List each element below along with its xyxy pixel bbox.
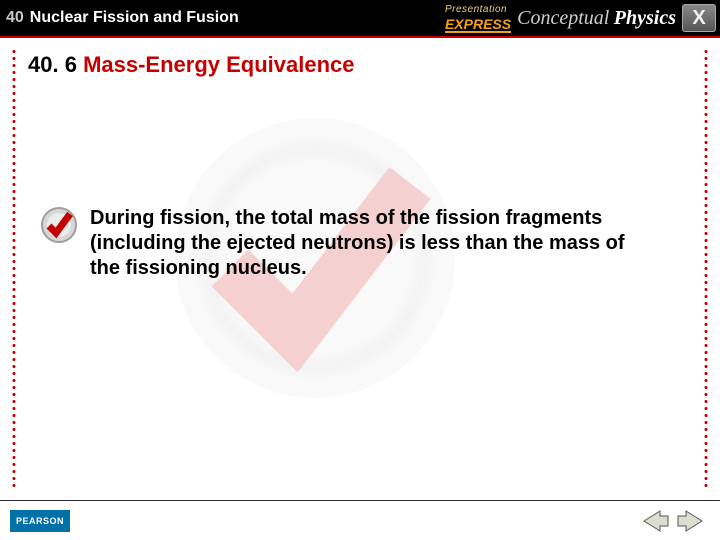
brand-conceptual-label: Conceptual [517,7,609,29]
nav-arrows [640,508,706,534]
section-number: 40. 6 [28,52,77,77]
pearson-logo: PEARSON [10,510,70,532]
brand-left: Presentation EXPRESS [445,4,511,33]
brand-physics-label: Physics [614,7,676,29]
section-heading: 40. 6 Mass-Energy Equivalence [28,52,355,78]
next-button[interactable] [676,508,706,534]
close-button[interactable]: X [682,4,716,32]
slide-content: 40. 6 Mass-Energy Equivalence During fis… [0,38,720,500]
header-bar: 40 Nuclear Fission and Fusion Presentati… [0,0,720,36]
slide-body-text: During fission, the total mass of the fi… [90,206,650,281]
brand-block: Presentation EXPRESS Conceptual Physics [445,0,676,36]
chapter-title: Nuclear Fission and Fusion [24,9,239,27]
prev-button[interactable] [640,508,670,534]
dotted-border-right [704,48,708,490]
footer-bar: PEARSON [0,500,720,540]
checkmark-bullet-icon [40,206,78,244]
dotted-border-left [12,48,16,490]
brand-right: Conceptual Physics [517,8,676,29]
brand-express-label: EXPRESS [445,17,511,33]
brand-presentation-label: Presentation [445,4,511,15]
chapter-number: 40 [0,9,24,27]
section-name: Mass-Energy Equivalence [83,52,354,77]
